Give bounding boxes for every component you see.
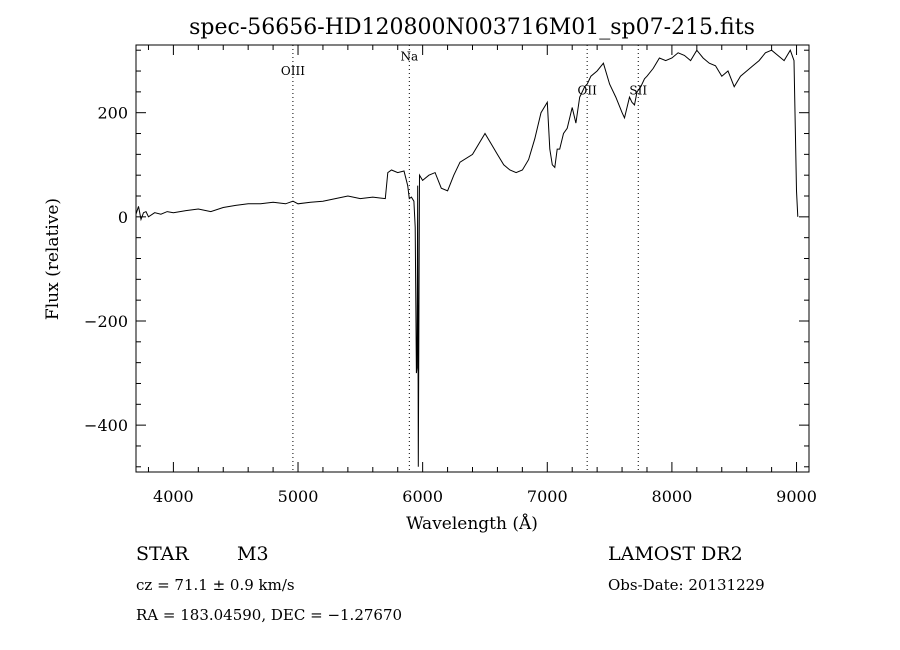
- observation-date: Obs-Date: 20131229: [608, 576, 765, 594]
- line-marker-label: OIII: [281, 64, 305, 78]
- line-marker-labels: OIII Na OII SII: [281, 50, 647, 98]
- object-class: STAR: [136, 543, 189, 565]
- x-axis-label: Wavelength (Å): [406, 513, 538, 534]
- chart-title: spec-56656-HD120800N003716M01_sp07-215.f…: [189, 15, 755, 40]
- series-layer: [135, 49, 799, 467]
- x-tick-label: 6000: [402, 487, 443, 506]
- line-marker-label: SII: [629, 83, 647, 97]
- y-tick-label: −200: [84, 312, 128, 331]
- object-subclass: M3: [237, 543, 269, 565]
- y-tick-label: 200: [97, 104, 128, 123]
- radial-velocity: cz = 71.1 ± 0.9 km/s: [136, 576, 295, 594]
- plot-frame: [135, 44, 810, 473]
- survey-name: LAMOST DR2: [608, 543, 743, 565]
- spectrum-line: [135, 49, 799, 467]
- y-tick-label: −400: [84, 416, 128, 435]
- y-axis-ticks: −400 −200 0 200: [84, 49, 809, 468]
- x-tick-label: 8000: [652, 487, 693, 506]
- x-axis-ticks: 4000 5000 6000 7000 8000 9000: [147, 45, 817, 506]
- y-axis-label: Flux (relative): [43, 198, 63, 320]
- x-tick-label: 4000: [153, 487, 194, 506]
- x-tick-label: 7000: [527, 487, 568, 506]
- y-tick-label: 0: [118, 208, 128, 227]
- x-tick-label: 5000: [278, 487, 319, 506]
- line-markers: [292, 45, 639, 472]
- line-marker-label: Na: [400, 50, 418, 64]
- x-tick-label: 9000: [776, 487, 817, 506]
- line-marker-label: OII: [577, 83, 597, 97]
- coordinates: RA = 183.04590, DEC = −1.27670: [136, 606, 402, 624]
